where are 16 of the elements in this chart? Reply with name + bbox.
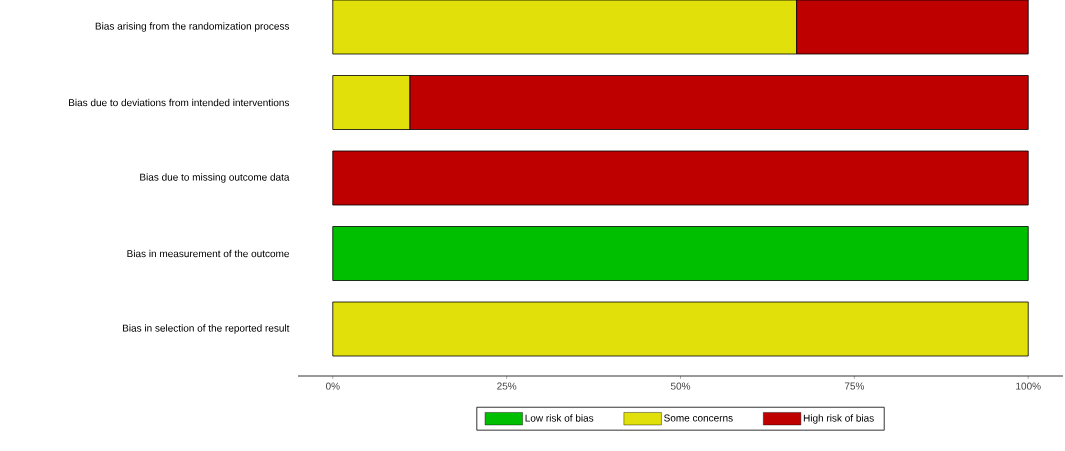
bar [332,226,1029,281]
x-tick-label: 0% [325,382,340,390]
bar [332,150,1029,206]
y-tick-label: Bias due to deviations from intended interventions [69,98,290,107]
y-tick-label: Bias in selection of the reported result [122,324,290,334]
legend-label: Some concerns [664,414,733,422]
bar [332,301,1029,357]
x-tick-label: 50% [670,382,691,390]
y-tick-label: Bias due to missing outcome data [140,173,290,183]
x-tick-label: 25% [497,382,517,390]
y-tick-label: Bias arising from the randomization process [95,22,290,32]
y-tick-label: Bias in measurement of the outcome [127,249,289,258]
x-tick-label: 100% [1016,382,1041,390]
legend-label: Low risk of bias [525,414,594,422]
x-tick-label: 75% [844,382,865,390]
legend-label: High risk of bias [803,414,874,424]
